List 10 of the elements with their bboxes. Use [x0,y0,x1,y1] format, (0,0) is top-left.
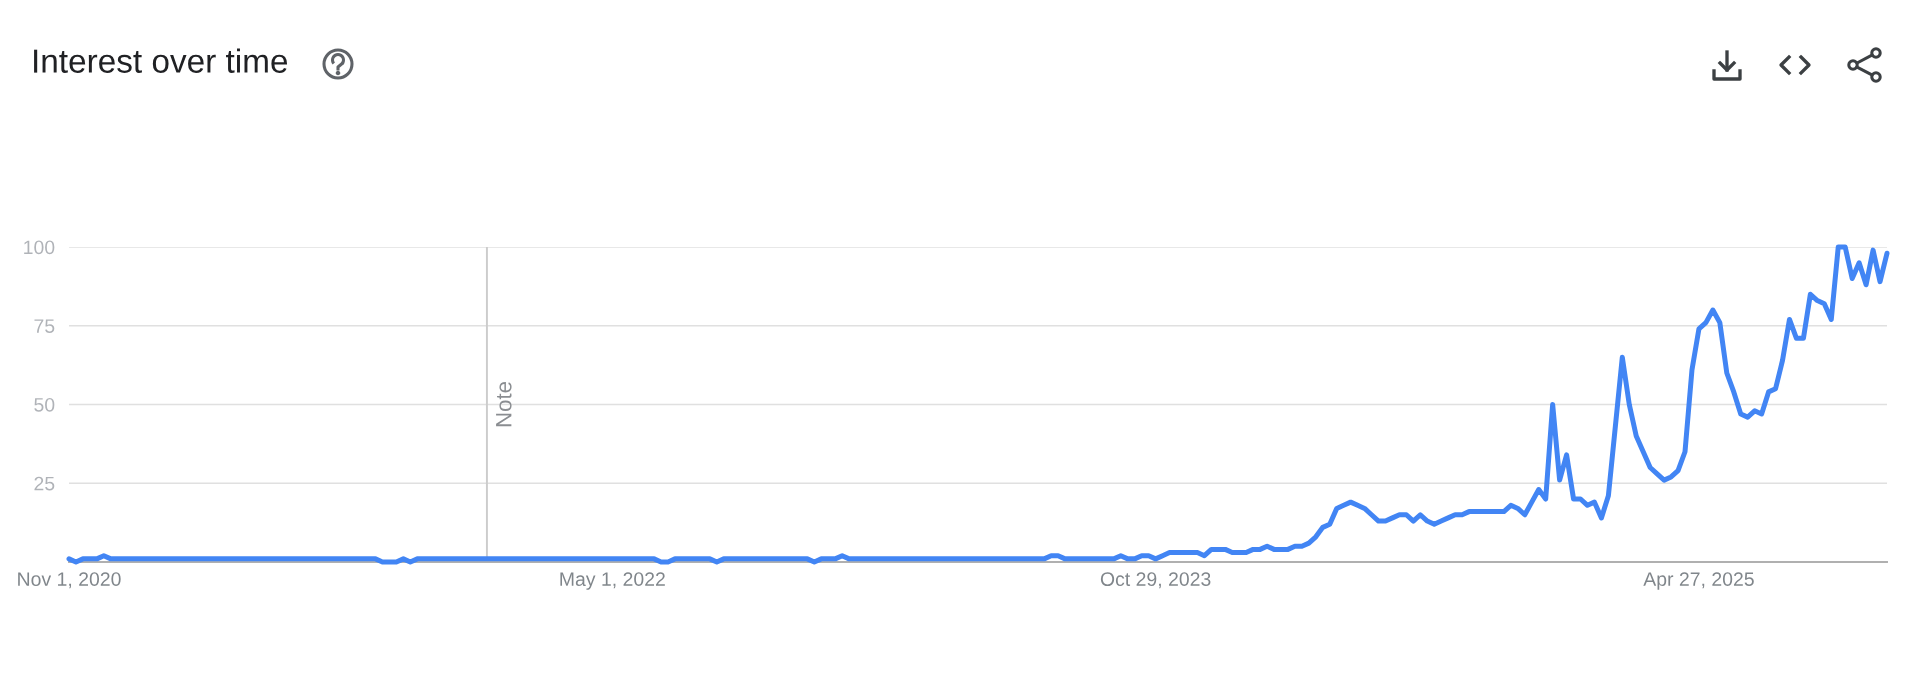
chart-title: Interest over time [34,48,288,73]
y-tick-label: 100 [24,240,55,255]
y-tick-label: 50 [34,397,55,412]
x-tick-label: May 1, 2022 [560,572,665,590]
x-tick-label: Oct 29, 2023 [1100,572,1211,589]
x-tick-label: Apr 27, 2025 [1643,572,1754,590]
y-tick-label: 75 [34,319,55,333]
ref-line-label: Note [496,382,512,427]
x-tick-label: Nov 1, 2020 [18,572,121,589]
y-tick-label: 25 [34,476,55,491]
